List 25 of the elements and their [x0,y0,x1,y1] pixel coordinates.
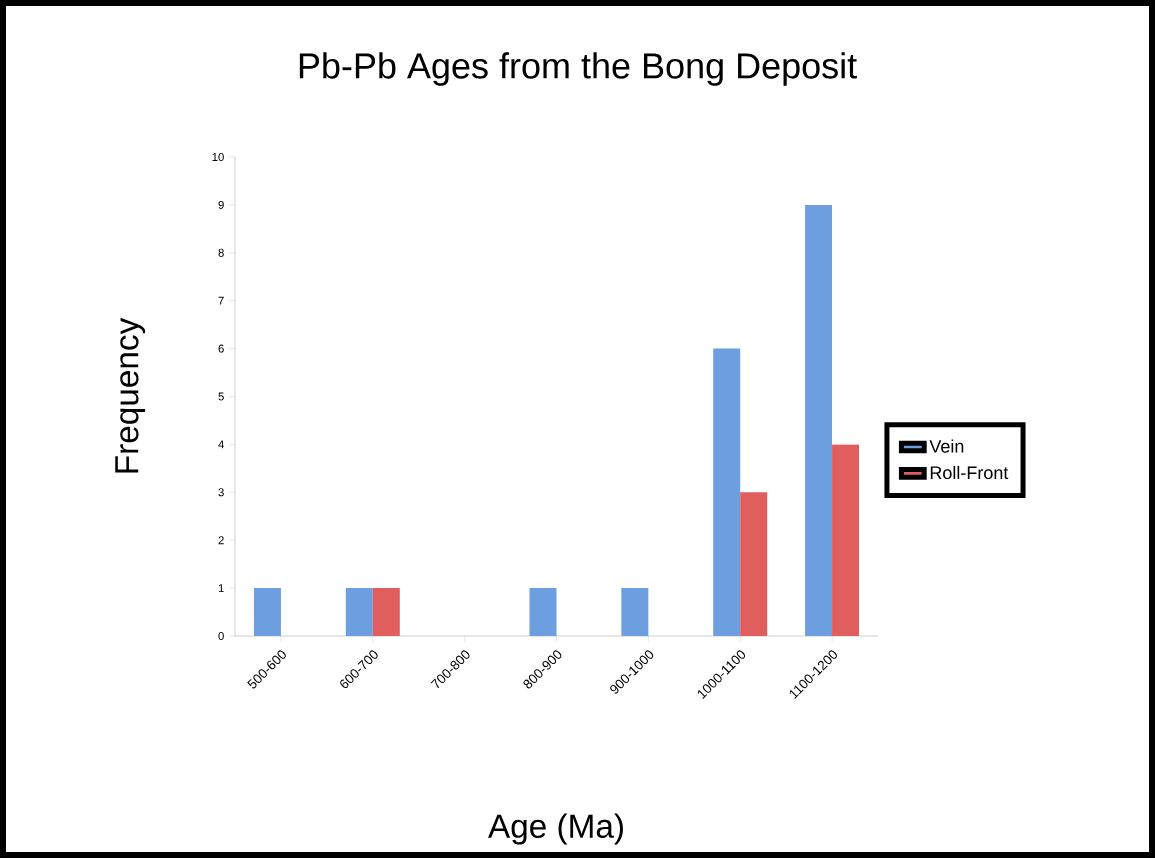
legend-label: Roll-Front [930,465,1009,480]
bar [372,588,400,636]
bar [805,204,833,636]
y-axis-title: Frequency [115,317,146,473]
bar [740,492,768,636]
chart-title: Pb-Pb Ages from the Bong Deposit [299,52,857,86]
bar [621,588,649,636]
y-tick-label: 5 [218,392,224,401]
y-tick-label: 6 [218,344,224,353]
y-tick-label: 1 [218,584,224,592]
bar [713,348,741,636]
x-axis-title: Age (Ma) [488,813,623,845]
bar [253,588,281,636]
bar [345,588,373,636]
bar [529,588,557,636]
y-tick-label: 10 [212,153,224,161]
y-tick-label: 2 [218,536,224,545]
y-tick-label: 9 [218,200,224,209]
legend-label: Vein [929,439,964,453]
y-tick-label: 8 [218,248,224,257]
y-tick-label: 4 [218,440,224,449]
bar [832,444,860,636]
y-tick-label: 0 [218,632,224,641]
y-tick-label: 3 [218,488,224,497]
y-tick-label: 7 [218,296,224,305]
